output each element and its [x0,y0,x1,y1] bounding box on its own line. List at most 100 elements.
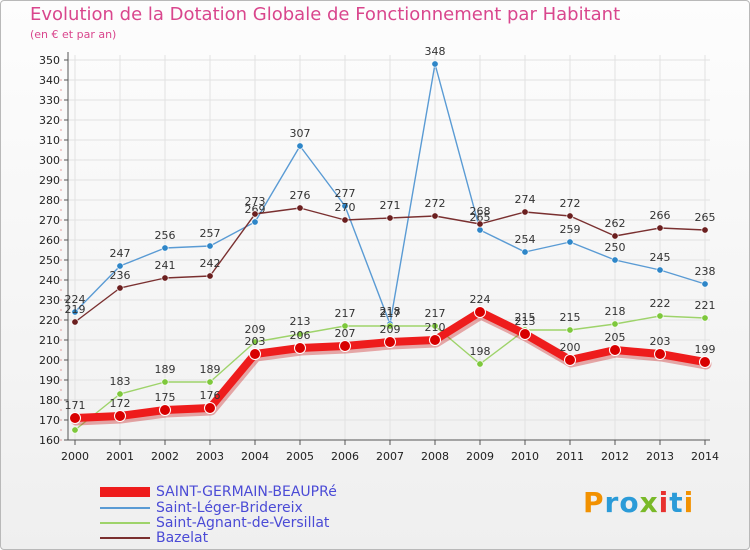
data-point [161,244,169,252]
data-point [656,224,664,232]
data-point [566,326,574,334]
data-point [296,204,304,212]
x-tick-label: 2010 [511,450,539,463]
data-point [699,356,711,368]
x-tick-label: 2009 [466,450,494,463]
proxiti-logo: Proxiti [583,486,695,519]
data-point [654,348,666,360]
y-tick-label: 190 [39,374,60,387]
data-label: 213 [290,315,311,328]
data-point [296,330,304,338]
y-tick-label: 250 [39,254,60,267]
data-label: 219 [65,303,86,316]
y-tick-label: 270 [39,214,60,227]
data-point [206,378,214,386]
data-label: 213 [515,315,536,328]
data-label: 175 [155,391,176,404]
data-label: 266 [650,209,671,222]
data-label: 206 [290,329,311,342]
x-tick-label: 2000 [61,450,89,463]
data-label: 189 [200,363,221,376]
x-tick-label: 2001 [106,450,134,463]
data-label: 176 [200,389,221,402]
data-point [159,404,171,416]
y-tick-label: 350 [39,54,60,67]
data-point [564,354,576,366]
legend-swatch [100,487,150,497]
data-point [339,340,351,352]
data-point [701,314,709,322]
data-point [161,274,169,282]
y-tick-label: 240 [39,274,60,287]
data-point [386,322,394,330]
data-label: 262 [605,217,626,230]
data-point [521,248,529,256]
data-point [294,342,306,354]
data-label: 210 [425,321,446,334]
data-label: 273 [245,195,266,208]
data-label: 215 [560,311,581,324]
data-point [611,320,619,328]
y-tick-label: 300 [39,154,60,167]
data-point [206,272,214,280]
data-label: 241 [155,259,176,272]
data-point [341,216,349,224]
data-label: 271 [380,199,401,212]
data-point [431,322,439,330]
data-point [521,208,529,216]
x-tick-label: 2013 [646,450,674,463]
data-label: 218 [380,305,401,318]
x-tick-label: 2014 [691,450,719,463]
data-label: 265 [470,211,491,224]
data-label: 272 [560,197,581,210]
data-label: 199 [695,343,716,356]
data-label: 245 [650,251,671,264]
data-point [474,306,486,318]
data-label: 277 [335,187,356,200]
data-label: 205 [605,331,626,344]
data-label: 272 [425,197,446,210]
x-tick-label: 2008 [421,450,449,463]
data-label: 189 [155,363,176,376]
x-tick-label: 2012 [601,450,629,463]
data-label: 254 [515,233,536,246]
data-label: 171 [65,399,86,412]
chart-subtitle: (en € et par an) [30,28,117,41]
legend-label: Bazelat [156,530,209,546]
data-point [431,212,439,220]
data-label: 183 [110,375,131,388]
legend-label: Saint-Agnant-de-Versillat [156,515,330,531]
data-point [476,226,484,234]
y-tick-label: 220 [39,314,60,327]
legend-swatch [100,522,150,524]
data-label: 172 [110,397,131,410]
data-label: 268 [470,205,491,218]
y-tick-label: 260 [39,234,60,247]
data-label: 224 [470,293,491,306]
data-label: 242 [200,257,221,270]
legend-swatch [100,537,150,539]
data-point [341,202,349,210]
data-label: 209 [245,323,266,336]
x-tick-label: 2005 [286,450,314,463]
data-label: 224 [65,293,86,306]
data-label: 265 [695,211,716,224]
data-point [251,338,259,346]
y-tick-label: 320 [39,114,60,127]
data-label: 247 [110,247,131,260]
data-label: 238 [695,265,716,278]
data-point [656,266,664,274]
data-point [296,142,304,150]
y-tick-label: 280 [39,194,60,207]
data-label: 215 [515,311,536,324]
data-point [161,378,169,386]
y-tick-label: 160 [39,434,60,447]
x-tick-label: 2007 [376,450,404,463]
y-tick-label: 230 [39,294,60,307]
data-point [116,262,124,270]
data-point [114,410,126,422]
data-label: 218 [605,305,626,318]
data-point [609,344,621,356]
